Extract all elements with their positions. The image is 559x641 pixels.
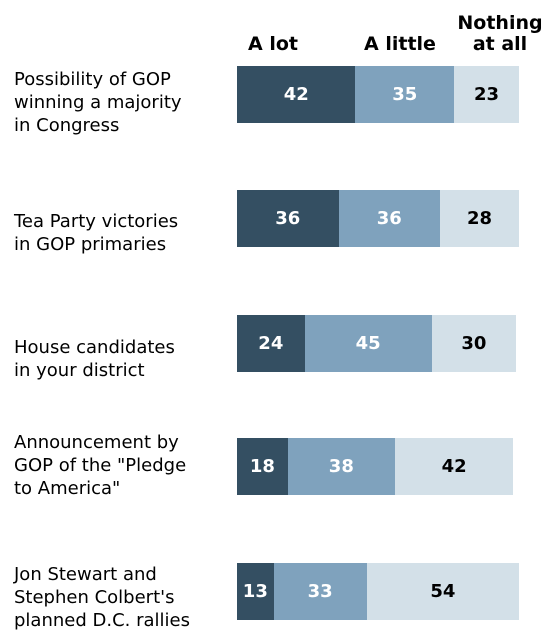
bar-segment-a-little: 33	[273, 563, 367, 620]
data-label: 33	[307, 581, 333, 602]
data-label: 35	[392, 84, 418, 105]
bar-segment-a-little: 45	[304, 315, 432, 372]
data-label: 28	[466, 208, 493, 229]
bar-segment-a-lot: 13	[237, 563, 274, 620]
bar-segment-a-lot: 42	[237, 66, 356, 123]
row-label: Jon Stewart and Stephen Colbert's planne…	[14, 564, 190, 631]
data-label: 36	[376, 208, 402, 229]
bar-segment-nothing-at-all: 54	[366, 563, 519, 620]
column-header-a-lot: A lot	[248, 33, 298, 55]
row-label: Tea Party victories in GOP primaries	[14, 211, 179, 255]
row-label: Possibility of GOP winning a majority in…	[14, 69, 182, 136]
column-header-a-little: A little	[364, 33, 436, 55]
bar-segment-a-lot: 24	[237, 315, 305, 372]
data-label: 24	[258, 333, 284, 354]
data-label: 54	[430, 581, 456, 602]
data-label: 45	[355, 333, 381, 354]
bar-segment-nothing-at-all: 28	[440, 190, 519, 247]
data-label: 42	[283, 84, 309, 105]
data-label: 30	[461, 333, 487, 354]
data-label: 23	[474, 84, 500, 105]
column-header-nothing-at-all: Nothing at all	[457, 12, 543, 55]
row-label: House candidates in your district	[14, 337, 175, 381]
bar-segment-a-little: 36	[338, 190, 441, 247]
bar-segment-a-little: 35	[355, 66, 455, 123]
data-label: 38	[328, 456, 354, 477]
row-label: Announcement by GOP of the "Pledge to Am…	[14, 432, 187, 499]
bar-segment-nothing-at-all: 42	[394, 438, 514, 495]
bar-segment-nothing-at-all: 23	[454, 66, 519, 123]
data-label: 36	[275, 208, 301, 229]
bar-segment-a-lot: 36	[237, 190, 339, 247]
bar-segment-nothing-at-all: 30	[431, 315, 517, 372]
bar-segment-a-lot: 18	[237, 438, 288, 495]
data-label: 42	[441, 456, 467, 477]
data-label: 13	[242, 581, 268, 602]
bar-segment-a-little: 38	[287, 438, 395, 495]
data-label: 18	[249, 456, 275, 477]
